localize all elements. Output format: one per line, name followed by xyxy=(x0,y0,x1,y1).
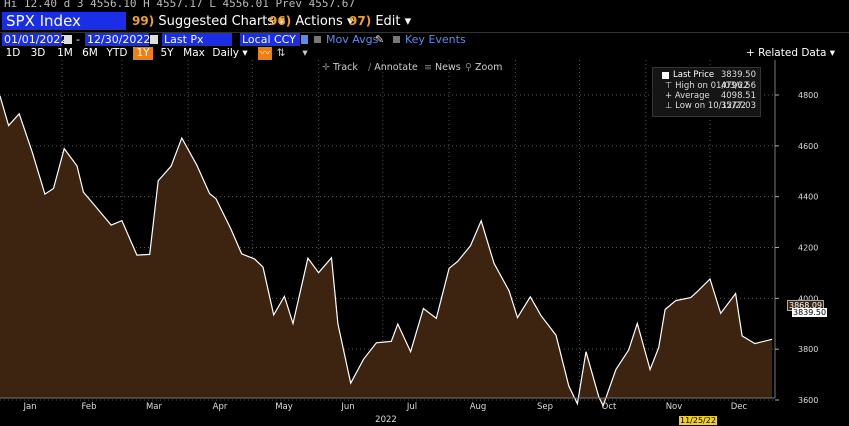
chevron-down-icon[interactable]: ▾ xyxy=(302,47,308,59)
annotate-label: Annotate xyxy=(374,62,418,73)
ticker-field[interactable]: SPX Index xyxy=(2,12,126,30)
range-1y[interactable]: 1Y xyxy=(133,47,153,60)
key-events-checkbox[interactable] xyxy=(393,36,400,43)
low-label-text: Low on 10/12/22 xyxy=(675,101,747,111)
calendar-icon[interactable] xyxy=(64,35,72,44)
calendar-icon[interactable] xyxy=(150,35,158,44)
high-label-text: High on 01/03/22 xyxy=(675,81,749,91)
y-tick-label: 4800 xyxy=(798,91,818,100)
range-ytd[interactable]: YTD xyxy=(106,47,128,59)
range-3d[interactable]: 3D xyxy=(30,47,46,59)
x-tick-label: Nov xyxy=(666,402,683,412)
x-tick-label: Jan xyxy=(22,402,36,412)
field-selector[interactable]: Last Px xyxy=(162,33,232,46)
quote-strip-text: Hi 12.40 d 3 4556.10 H 4557.17 L 4556.01… xyxy=(4,0,355,10)
y-tick-label: 4000 xyxy=(798,294,818,303)
x-tick-label: Dec xyxy=(731,402,748,412)
chevron-down-icon[interactable] xyxy=(301,35,308,44)
edit-label: Edit xyxy=(375,14,401,29)
chevron-down-icon: ▾ xyxy=(404,14,412,29)
y-tick-label: 3600 xyxy=(798,396,818,405)
pen-icon: ∕ xyxy=(368,62,372,73)
chevron-down-icon: ▾ xyxy=(346,14,354,29)
price-line xyxy=(0,95,773,408)
average-value: 4098.51 xyxy=(720,91,756,101)
x-tick-label: May xyxy=(275,402,293,412)
last-price-value: 3839.50 xyxy=(720,70,756,80)
news-label: News xyxy=(435,62,461,73)
y-tick-label: 4200 xyxy=(798,244,818,253)
range-bar: 1D 3D 1M 6M YTD 1Y 5Y Max Daily ▾ 〰 ⇅ ▾ … xyxy=(0,47,849,60)
chevron-down-icon: ▾ xyxy=(278,14,285,29)
sort-icon[interactable]: ⇅ xyxy=(276,47,286,59)
suggested-charts-label: Suggested Charts xyxy=(158,14,275,29)
period-selector[interactable]: Daily ▾ xyxy=(212,47,248,59)
x-tick-label: Aug xyxy=(470,402,487,412)
last-price-label: Last Price xyxy=(673,70,715,80)
suggested-charts-menu[interactable]: 99) Suggested Charts ▾ xyxy=(132,13,285,29)
related-data-label: + Related Data xyxy=(745,47,827,59)
x-tick-label: Apr xyxy=(213,402,228,412)
annotate-tool[interactable]: ∕ Annotate xyxy=(368,62,418,74)
x-tick-label: Jun xyxy=(340,402,354,412)
range-5y[interactable]: 5Y xyxy=(160,47,174,59)
date-separator: - xyxy=(76,33,80,46)
y-tick-label: 4400 xyxy=(798,193,818,202)
x-tick-label: Sep xyxy=(537,402,553,412)
chart-type-icon[interactable]: 〰 xyxy=(258,47,272,60)
actions-number: 96) xyxy=(269,14,292,28)
range-1d[interactable]: 1D xyxy=(5,47,21,59)
mov-avgs-label[interactable]: Mov Avgs xyxy=(326,33,379,46)
key-events-label[interactable]: Key Events xyxy=(405,33,466,46)
low-label: ⊥ Low on 10/12/22 xyxy=(665,101,747,111)
start-date-field[interactable]: 01/01/2022 xyxy=(2,33,68,46)
news-icon: ≡ xyxy=(424,62,432,73)
x-tick-label: Feb xyxy=(81,402,96,412)
date-tag: 11/25/22 xyxy=(679,416,717,425)
track-label: Track xyxy=(333,62,358,73)
year-label: 2022 xyxy=(375,415,397,425)
end-date-field[interactable]: 12/30/2022 xyxy=(85,33,151,46)
y-tick-label: 4600 xyxy=(798,142,818,151)
price-chart[interactable]: 3600 3800 4000 4200 4400 4600 4800 Jan Feb Mar Apr… xyxy=(0,60,849,426)
x-tick-label: Mar xyxy=(146,402,163,412)
high-label: ⊤ High on 01/03/22 xyxy=(665,81,749,91)
average-label-text: Average xyxy=(674,91,710,101)
actions-menu[interactable]: 96) Actions ▾ xyxy=(269,13,354,29)
parameter-bar: 01/01/2022 - 12/30/2022 Last Px Local CC… xyxy=(0,33,849,47)
mov-avgs-checkbox[interactable] xyxy=(314,36,321,43)
price-area xyxy=(0,96,772,406)
range-6m[interactable]: 6M xyxy=(82,47,98,59)
pencil-icon[interactable]: ✎ xyxy=(375,33,385,46)
magnifier-icon: ⚲ xyxy=(465,62,472,73)
price-tag-2: 3839.50 xyxy=(792,308,828,317)
crosshair-icon: ✛ xyxy=(322,62,330,73)
period-label: Daily xyxy=(212,47,239,59)
actions-label: Actions xyxy=(295,14,343,29)
range-1m[interactable]: 1M xyxy=(57,47,73,59)
currency-selector[interactable]: Local CCY xyxy=(240,33,300,46)
title-bar: SPX Index 99) Suggested Charts ▾ 96) Act… xyxy=(0,11,849,33)
range-max[interactable]: Max xyxy=(183,47,205,59)
y-tick-label: 3800 xyxy=(798,345,818,354)
x-tick-label: Oct xyxy=(602,402,617,412)
x-tick-label: Jul xyxy=(406,402,417,412)
high-value: 4796.56 xyxy=(720,81,756,91)
legend-box: Last Price 3839.50 ⊤ High on 01/03/22 47… xyxy=(652,67,761,117)
average-label: + Average xyxy=(665,91,710,101)
quote-strip: Hi 12.40 d 3 4556.10 H 4557.17 L 4556.01… xyxy=(0,0,849,11)
suggested-charts-number: 99) xyxy=(132,14,155,28)
last-price-swatch xyxy=(662,72,669,79)
news-tool[interactable]: ≡ News xyxy=(424,62,461,74)
low-value: 3577.03 xyxy=(720,101,756,111)
track-tool[interactable]: ✛ Track xyxy=(322,62,358,74)
zoom-tool[interactable]: ⚲ Zoom xyxy=(465,62,502,74)
zoom-label: Zoom xyxy=(475,62,503,73)
edit-menu[interactable]: 97) Edit ▾ xyxy=(349,13,411,29)
related-data-button[interactable]: + Related Data ▾ xyxy=(745,47,835,59)
edit-number: 97) xyxy=(349,14,372,28)
